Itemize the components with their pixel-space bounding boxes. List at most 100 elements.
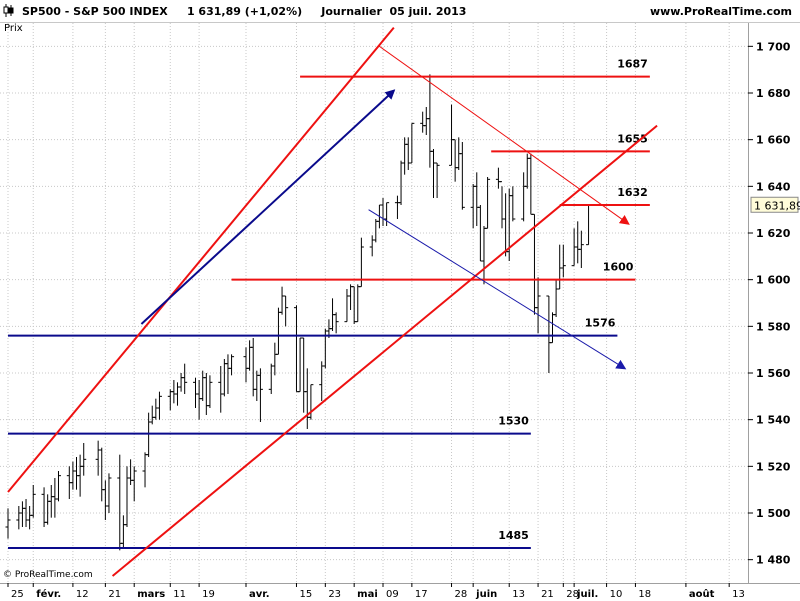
copyright-text: © ProRealTime.com — [3, 570, 93, 580]
ohlc-bar — [402, 137, 408, 175]
ohlc-bar — [351, 286, 357, 324]
x-axis-panel[interactable] — [0, 583, 800, 601]
trendline-support-down — [368, 209, 627, 370]
level-label-1687: 1687 — [617, 58, 648, 71]
ohlc-bar — [207, 375, 213, 408]
trendline-trend-arrow — [140, 89, 396, 325]
ohlc-bar — [481, 226, 487, 285]
ohlc-bar — [243, 347, 249, 383]
ohlc-bar — [394, 195, 400, 219]
y-tick-label: 1 680 — [756, 87, 791, 100]
ohlc-bar — [268, 363, 274, 394]
level-label-1655: 1655 — [617, 132, 648, 145]
ohlc-bar — [301, 337, 307, 413]
x-tick-label: mai — [357, 589, 378, 600]
x-tick-label: 10 — [610, 589, 623, 600]
ohlc-bar — [546, 295, 552, 373]
ohlc-bar — [99, 447, 105, 502]
ohlc-bar — [203, 373, 209, 415]
level-label-1632: 1632 — [617, 186, 648, 199]
y-tick-label: 1 600 — [756, 274, 791, 287]
ohlc-bar — [74, 457, 80, 490]
y-tick-label: 1 520 — [756, 460, 791, 473]
x-tick-label: 15 — [299, 589, 312, 600]
ohlc-bar — [149, 405, 155, 425]
plot-area[interactable] — [0, 23, 748, 583]
ohlc-bar — [41, 487, 47, 527]
ohlc-bar — [333, 312, 339, 334]
ohlc-bar — [275, 307, 281, 355]
ohlc-bar — [308, 384, 314, 420]
y-tick-label: 1 500 — [756, 507, 791, 520]
ohlc-bar — [279, 286, 285, 315]
x-tick-label: 19 — [202, 589, 215, 600]
ohlc-bar — [106, 473, 112, 513]
ohlc-bar — [528, 153, 534, 215]
y-axis-panel[interactable] — [748, 23, 800, 583]
ohlc-bar — [27, 506, 33, 530]
ohlc-bar — [459, 142, 465, 210]
ohlc-bar — [131, 466, 137, 502]
ohlc-bar — [535, 277, 541, 334]
y-tick-label: 1 640 — [756, 180, 791, 193]
ohlc-bar — [272, 342, 278, 376]
x-tick-label: 13 — [512, 589, 525, 600]
ohlc-bar — [225, 354, 231, 394]
y-tick-label: 1 620 — [756, 227, 791, 240]
ohlc-bar — [55, 471, 61, 502]
ohlc-bar — [344, 289, 350, 323]
x-tick-label: 13 — [732, 589, 745, 600]
y-tick-label: 1 540 — [756, 414, 791, 427]
x-tick-label: 12 — [76, 589, 89, 600]
ohlc-bar — [174, 382, 180, 406]
ohlc-bar — [167, 389, 173, 411]
y-tick-label: 1 560 — [756, 367, 791, 380]
ohlc-bar — [420, 111, 426, 133]
ohlc-bar — [52, 478, 58, 518]
x-tick-label: 11 — [173, 589, 186, 600]
ohlc-bar — [257, 368, 263, 422]
ohlc-bar — [171, 380, 177, 404]
ohlc-bar — [102, 480, 108, 520]
x-tick-label: juin — [475, 589, 497, 600]
ohlc-bar — [485, 177, 491, 229]
ohlc-bar — [156, 391, 162, 420]
ohlc-bar — [557, 244, 563, 290]
x-tick-label: 21 — [108, 589, 121, 600]
ohlc-bar — [398, 160, 404, 205]
ohlc-bar — [521, 172, 527, 222]
x-tick-label: 25 — [11, 589, 24, 600]
ohlc-bar — [474, 172, 480, 226]
x-tick-label: 23 — [328, 589, 341, 600]
trendline-channel-upper — [7, 27, 395, 493]
chart-title: SP500 - S&P 500 INDEX 1 631,89 (+1,02%) … — [22, 5, 467, 18]
ohlc-bar — [409, 122, 415, 164]
y-tick-label: 1 480 — [756, 554, 791, 567]
ohlc-bar — [142, 452, 148, 488]
ohlc-bar — [434, 162, 440, 198]
ohlc-bar — [369, 235, 375, 257]
ohlc-bar — [45, 494, 51, 525]
ohlc-bar — [449, 104, 455, 166]
chart-header: SP500 - S&P 500 INDEX 1 631,89 (+1,02%) … — [0, 0, 800, 23]
ohlc-bar — [423, 107, 429, 135]
ohlc-bar — [524, 153, 530, 189]
candlestick-icon — [3, 4, 14, 17]
panel-label: Prix — [4, 23, 23, 34]
ohlc-bar — [247, 340, 253, 371]
ohlc-bar — [48, 485, 54, 518]
ohlc-bar — [283, 295, 289, 327]
x-tick-label: août — [689, 588, 715, 600]
x-tick-label: 21 — [541, 589, 554, 600]
ohlc-bar — [5, 508, 11, 539]
ohlc-bar — [355, 284, 361, 323]
site-url[interactable]: www.ProRealTime.com — [649, 5, 792, 18]
ohlc-bar — [128, 459, 134, 485]
level-label-1530: 1530 — [498, 415, 529, 428]
ohlc-bar — [77, 454, 83, 497]
ohlc-bar — [221, 359, 227, 397]
ohlc-bar — [19, 501, 25, 527]
ohlc-bar — [196, 380, 202, 420]
ohlc-bar — [124, 466, 130, 527]
